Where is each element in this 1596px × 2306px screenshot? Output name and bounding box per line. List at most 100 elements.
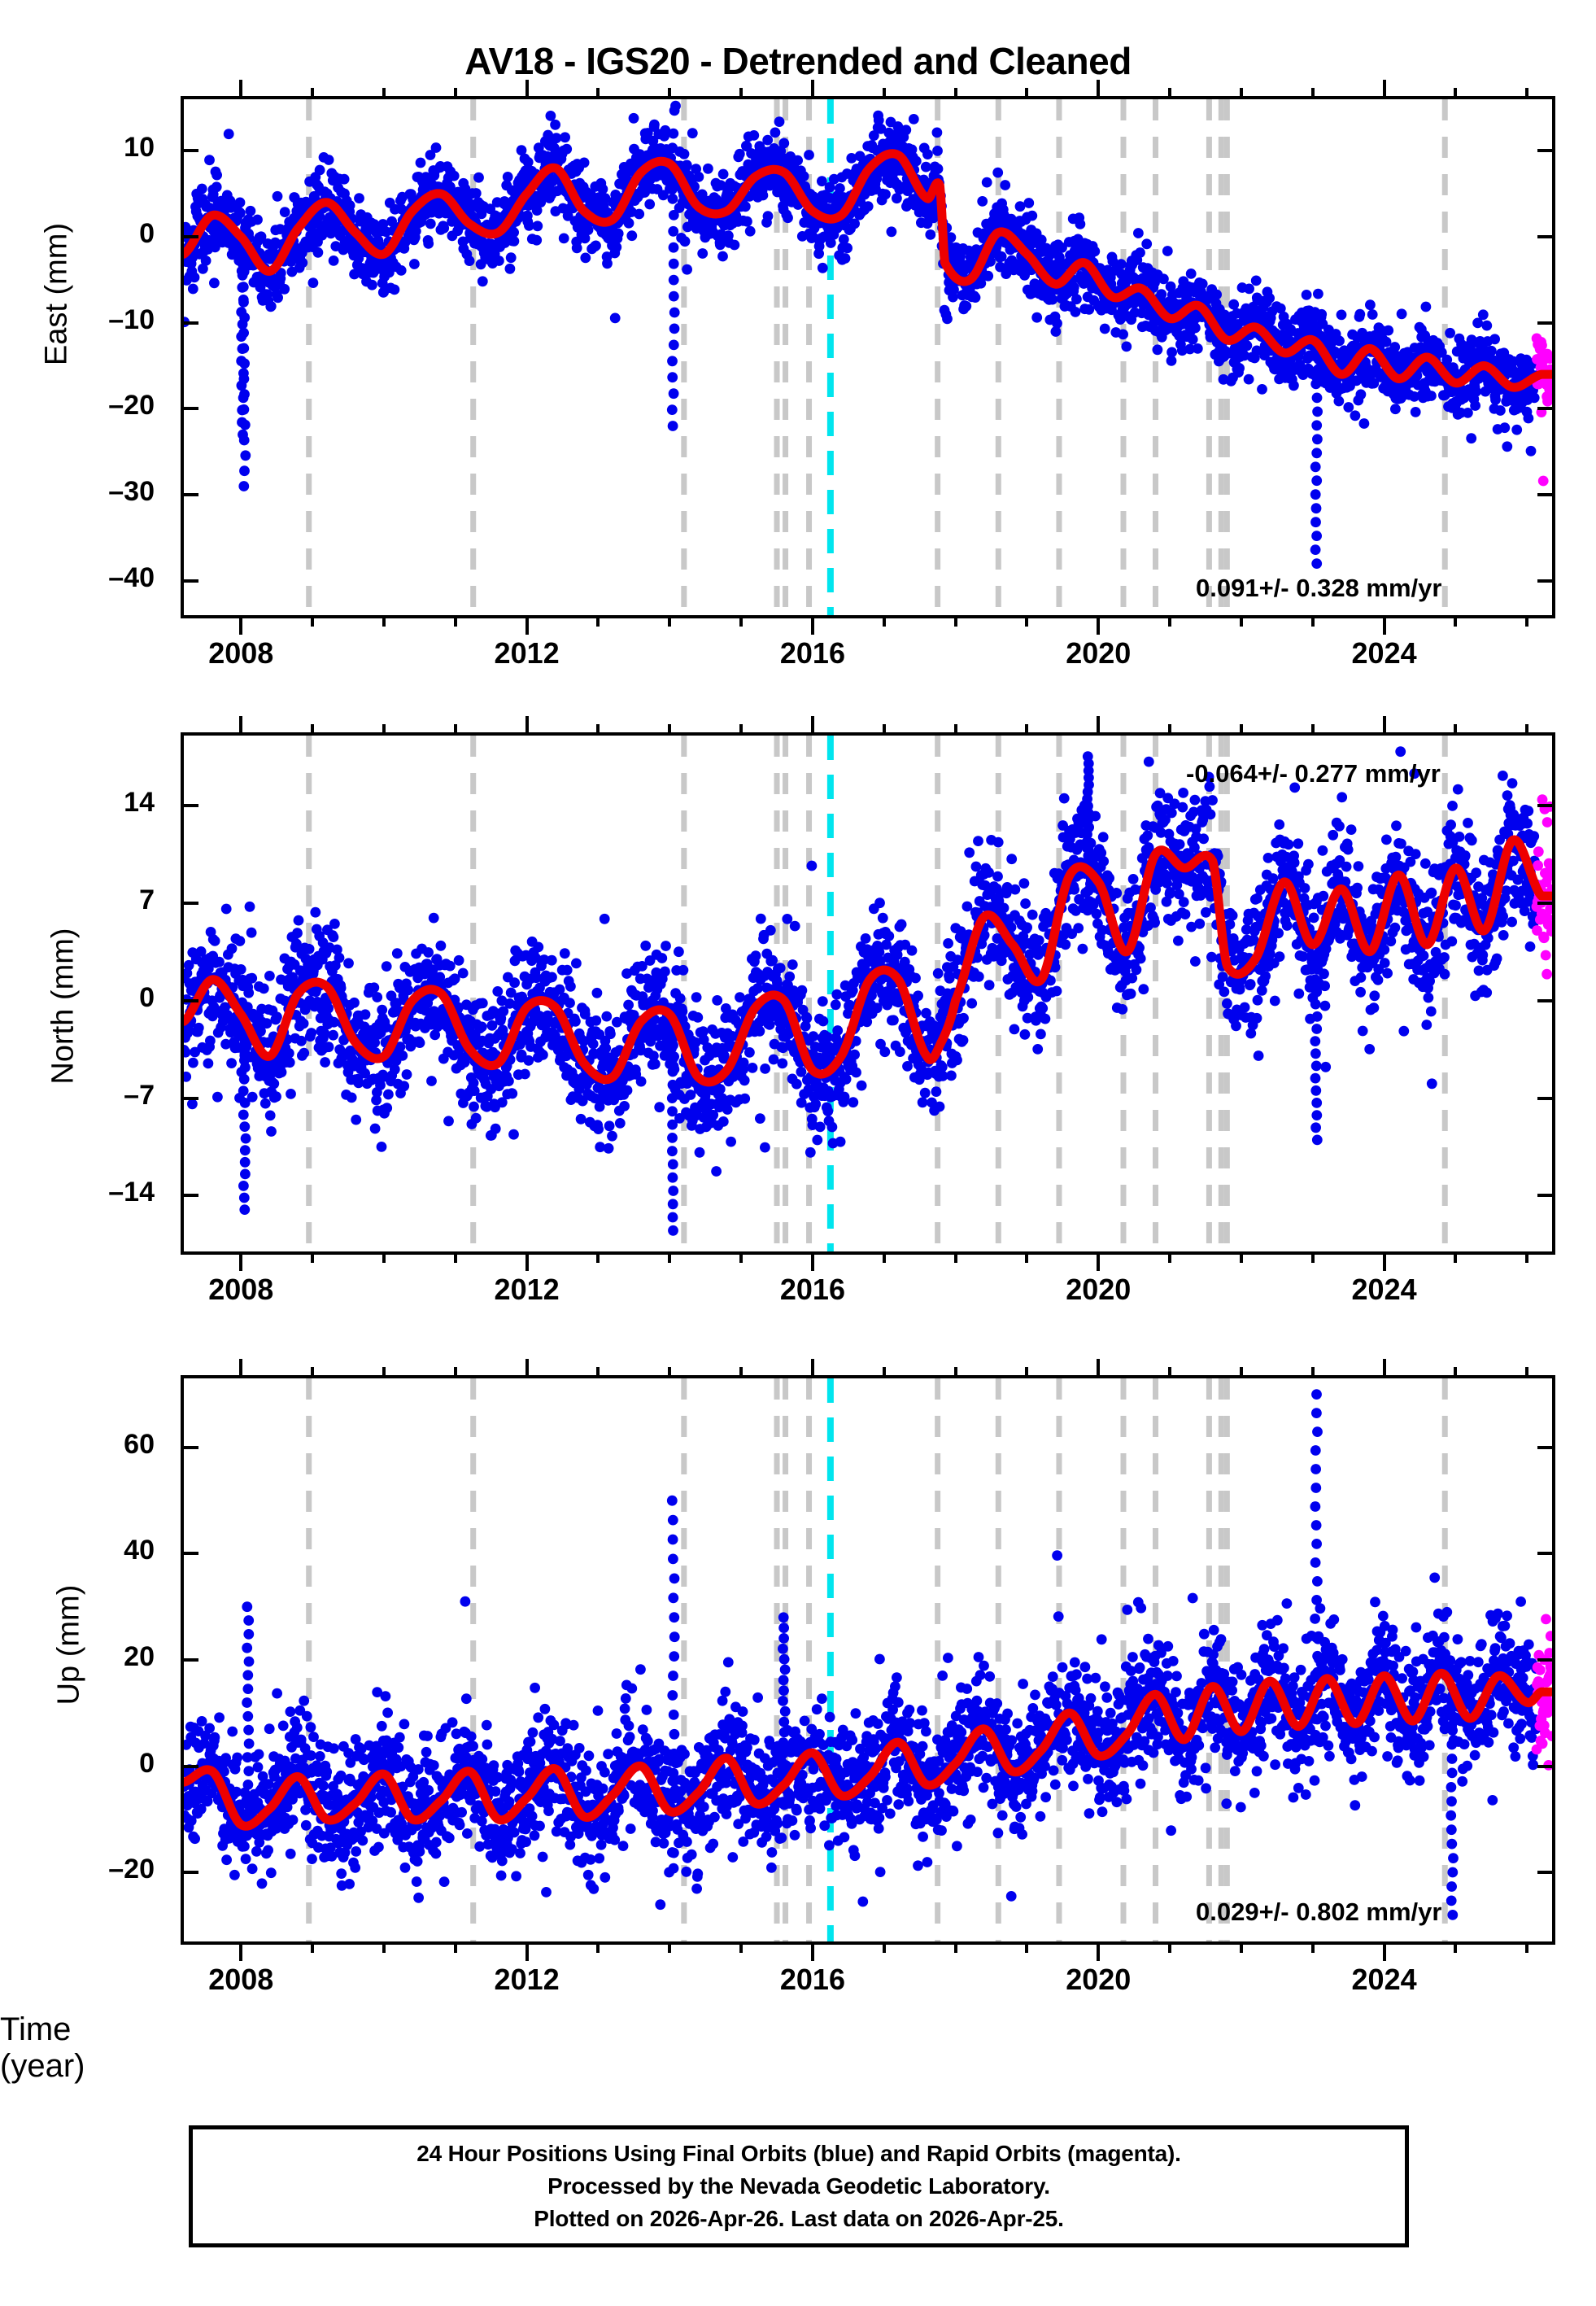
y-tick-up-0: 60 (124, 1428, 155, 1460)
x-tick-mark-minor-top (453, 1367, 457, 1378)
x-tick-mark-major-top (239, 1359, 243, 1378)
x-tick-mark-major-top (1097, 716, 1101, 736)
x-tick-mark-minor (953, 1251, 957, 1263)
x-tick-mark-major (1097, 1941, 1101, 1961)
caption-line-3: Plotted on 2026-Apr-26. Last data on 202… (534, 2205, 1064, 2231)
y-tick-north-0: 14 (124, 786, 155, 818)
caption-line-1: 24 Hour Positions Using Final Orbits (bl… (416, 2141, 1181, 2167)
plot-area-up[interactable] (181, 1375, 1555, 1945)
x-tick-mark-major (1097, 1251, 1101, 1271)
rate-label-north: -0.064+/- 0.277 mm/yr (1186, 759, 1441, 788)
x-tick-mark-major-top (810, 1359, 814, 1378)
x-tick-mark-minor (1525, 1251, 1529, 1263)
x-tick-mark-major (525, 1941, 529, 1961)
x-tick-mark-minor (453, 1941, 457, 1953)
plot-area-north[interactable] (181, 732, 1555, 1255)
y-tick-mark (1537, 1764, 1555, 1768)
x-tick-mark-major-top (1382, 1359, 1386, 1378)
page-title: AV18 - IGS20 - Detrended and Cleaned (464, 40, 1132, 82)
y-tick-mark (1537, 235, 1555, 239)
x-tick-mark-minor-top (382, 1367, 386, 1378)
x-tick-mark-minor-top (882, 88, 886, 99)
x-tick-east-2: 2016 (779, 636, 845, 670)
x-tick-mark-minor-top (1310, 88, 1315, 99)
x-tick-up-1: 2012 (494, 1963, 560, 1996)
x-tick-mark-minor (668, 1251, 672, 1263)
x-tick-mark-major (239, 615, 243, 635)
x-tick-mark-minor-top (1168, 1367, 1172, 1378)
y-tick-mark (1537, 493, 1555, 497)
y-tick-mark (1537, 998, 1555, 1002)
x-tick-mark-minor-top (311, 724, 315, 736)
x-tick-mark-minor-top (953, 88, 957, 99)
y-tick-mark (1537, 1552, 1555, 1556)
x-tick-mark-major-top (1382, 80, 1386, 99)
y-tick-mark (181, 803, 198, 807)
x-tick-mark-minor (311, 1251, 315, 1263)
x-tick-mark-minor-top (882, 1367, 886, 1378)
x-tick-up-0: 2008 (208, 1963, 274, 1996)
x-tick-mark-minor-top (382, 88, 386, 99)
x-tick-mark-major (810, 1941, 814, 1961)
x-tick-north-2: 2016 (779, 1273, 845, 1306)
x-tick-mark-major-top (525, 716, 529, 736)
y-tick-mark (1537, 1194, 1555, 1198)
x-tick-mark-minor (882, 615, 886, 627)
x-tick-mark-minor (1025, 1251, 1029, 1263)
x-tick-mark-minor (1025, 1941, 1029, 1953)
x-tick-mark-minor-top (1168, 88, 1172, 99)
y-tick-north-3: –7 (124, 1079, 155, 1111)
x-tick-mark-minor-top (1525, 1367, 1529, 1378)
x-tick-mark-minor (596, 1251, 600, 1263)
x-tick-mark-major (810, 615, 814, 635)
x-tick-mark-major-top (239, 80, 243, 99)
x-tick-mark-minor-top (1525, 88, 1529, 99)
x-tick-north-4: 2024 (1351, 1273, 1417, 1306)
x-tick-mark-minor-top (596, 1367, 600, 1378)
x-tick-mark-minor (382, 1251, 386, 1263)
x-tick-mark-minor-top (739, 724, 743, 736)
x-tick-mark-minor (311, 615, 315, 627)
x-tick-mark-minor (1168, 615, 1172, 627)
x-tick-up-4: 2024 (1351, 1963, 1417, 1996)
y-tick-mark (181, 1096, 198, 1100)
y-tick-mark (181, 235, 198, 239)
x-tick-mark-minor (453, 1251, 457, 1263)
x-tick-mark-minor-top (1454, 1367, 1458, 1378)
x-tick-mark-minor (1310, 1251, 1315, 1263)
y-tick-north-2: 0 (139, 981, 155, 1013)
y-tick-east-3: –20 (108, 390, 155, 421)
caption-line-2: Processed by the Nevada Geodetic Laborat… (547, 2173, 1050, 2199)
x-tick-north-1: 2012 (494, 1273, 560, 1306)
y-tick-mark (181, 493, 198, 497)
x-tick-mark-minor-top (668, 724, 672, 736)
y-tick-mark (181, 321, 198, 325)
plot-area-east[interactable] (181, 96, 1555, 618)
x-tick-mark-minor-top (739, 88, 743, 99)
x-tick-mark-minor (1525, 615, 1529, 627)
x-tick-mark-minor (1525, 1941, 1529, 1953)
x-tick-mark-major (239, 1251, 243, 1271)
y-tick-north-4: –14 (108, 1177, 155, 1208)
x-tick-mark-minor-top (1239, 1367, 1243, 1378)
x-tick-mark-minor (668, 615, 672, 627)
y-tick-up-2: 20 (124, 1641, 155, 1672)
x-tick-mark-minor (1168, 1251, 1172, 1263)
x-tick-east-3: 2020 (1066, 636, 1132, 670)
y-tick-mark (1537, 901, 1555, 905)
x-tick-mark-major-top (239, 716, 243, 736)
x-tick-mark-major (525, 1251, 529, 1271)
y-tick-mark (1537, 149, 1555, 153)
x-tick-mark-major-top (1097, 80, 1101, 99)
x-tick-mark-minor-top (596, 88, 600, 99)
y-tick-up-4: –20 (108, 1854, 155, 1885)
x-tick-east-1: 2012 (494, 636, 560, 670)
rate-label-up: 0.029+/- 0.802 mm/yr (1196, 1898, 1442, 1926)
x-tick-mark-major-top (810, 80, 814, 99)
y-tick-east-4: –30 (108, 476, 155, 508)
y-tick-mark (181, 1552, 198, 1556)
x-tick-mark-minor (1239, 615, 1243, 627)
x-tick-mark-minor-top (1310, 1367, 1315, 1378)
x-tick-mark-minor (311, 1941, 315, 1953)
